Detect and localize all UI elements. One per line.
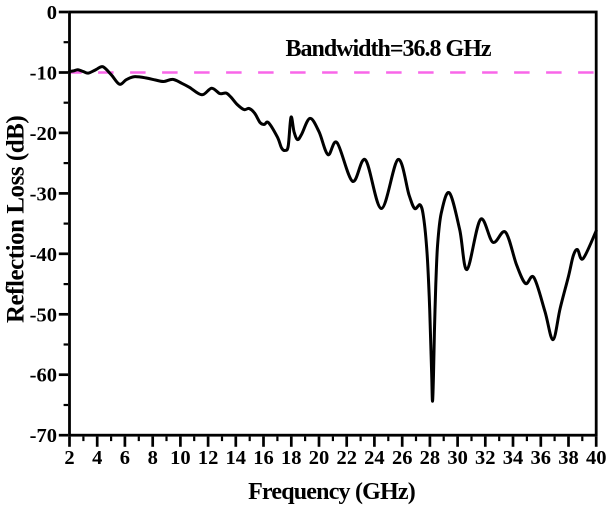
svg-text:24: 24 [364, 447, 385, 469]
svg-text:30: 30 [447, 447, 468, 469]
svg-text:14: 14 [226, 447, 247, 469]
svg-text:Bandwidth=36.8 GHz: Bandwidth=36.8 GHz [285, 36, 491, 62]
svg-text:-60: -60 [30, 365, 57, 387]
svg-text:-30: -30 [30, 183, 57, 205]
svg-text:28: 28 [420, 447, 441, 469]
svg-text:18: 18 [281, 447, 302, 469]
svg-text:10: 10 [170, 447, 191, 469]
svg-text:12: 12 [198, 447, 219, 469]
svg-text:6: 6 [120, 447, 130, 469]
svg-text:36: 36 [531, 447, 552, 469]
svg-text:32: 32 [475, 447, 496, 469]
svg-text:8: 8 [148, 447, 158, 469]
svg-text:Frequency (GHz): Frequency (GHz) [248, 479, 415, 505]
svg-text:22: 22 [336, 447, 357, 469]
svg-text:4: 4 [92, 447, 102, 469]
svg-text:-20: -20 [30, 123, 57, 145]
svg-text:-10: -10 [30, 63, 57, 85]
svg-text:40: 40 [586, 447, 606, 469]
svg-text:-50: -50 [30, 304, 57, 326]
svg-text:-40: -40 [30, 244, 57, 266]
svg-text:2: 2 [64, 447, 74, 469]
svg-text:-70: -70 [30, 425, 57, 447]
svg-text:20: 20 [309, 447, 330, 469]
svg-text:26: 26 [392, 447, 413, 469]
svg-text:16: 16 [253, 447, 274, 469]
svg-text:38: 38 [558, 447, 579, 469]
svg-text:Reflection Loss (dB): Reflection Loss (dB) [3, 116, 30, 323]
svg-text:0: 0 [47, 2, 57, 24]
svg-text:34: 34 [503, 447, 524, 469]
